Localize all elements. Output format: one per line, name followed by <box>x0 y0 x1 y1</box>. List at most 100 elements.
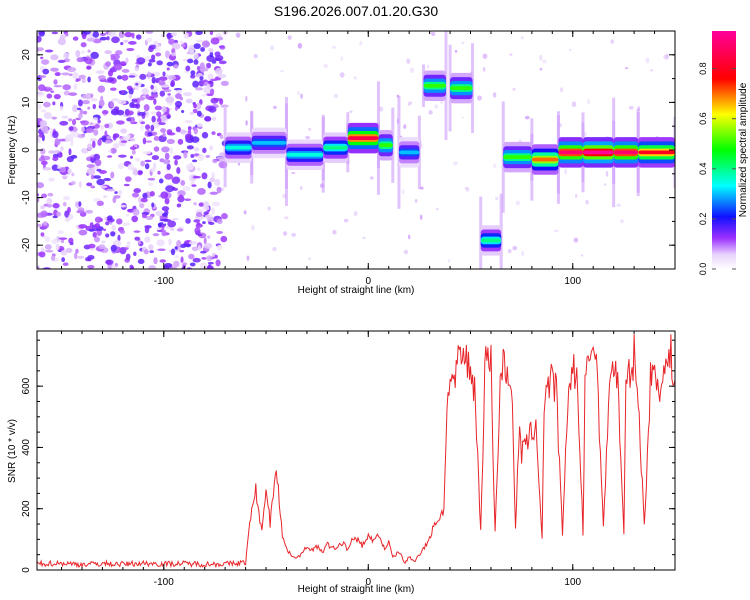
spectrogram-noise-cell <box>220 235 228 243</box>
spectrogram-noise-cell <box>221 213 228 220</box>
spectrogram-noise-cell <box>126 241 131 245</box>
spectrogram-noise-cell <box>105 259 114 265</box>
spectrogram-noise-cell <box>99 36 108 41</box>
spectrogram-segment <box>613 137 639 168</box>
spectrogram-noise-cell <box>291 232 297 237</box>
spectrogram-noise-cell <box>273 105 277 109</box>
spectrogram-noise-cell <box>52 156 59 162</box>
spectrogram-noise-cell <box>170 79 175 87</box>
spectrogram-noise-cell <box>62 196 71 201</box>
spectrogram-noise-cell <box>148 46 154 53</box>
spectrogram-noise-cell <box>154 105 163 111</box>
spectrogram-ytick-label: 0 <box>21 147 32 153</box>
spectrogram-noise-cell <box>180 179 186 186</box>
spectrogram-segment <box>480 225 502 256</box>
spectrogram-noise-cell <box>220 80 229 87</box>
spectrogram-noise-cell <box>208 106 217 113</box>
spectrogram-noise-cell <box>143 236 151 244</box>
spectrogram-segment-layer <box>423 83 446 88</box>
spectrogram-noise-cell <box>75 79 79 82</box>
spectrogram-noise-cell <box>149 250 154 254</box>
spectrogram-noise-cell <box>201 172 208 180</box>
spectrogram-noise-cell <box>54 236 62 243</box>
spectrogram-noise-cell <box>171 32 178 37</box>
spectrogram-noise-cell <box>162 159 171 165</box>
spectrogram-noise-cell <box>419 214 423 220</box>
spectrogram-noise-cell <box>201 131 209 139</box>
spectrogram-noise-cell <box>161 146 170 153</box>
spectrogram-noise-cell <box>203 243 213 249</box>
spectrogram-noise-cell <box>40 109 47 113</box>
spectrogram-noise-cell <box>164 50 170 58</box>
spectrogram-noise-cell <box>133 188 141 194</box>
spectrogram-noise-cell <box>650 69 654 72</box>
spectrogram-noise-cell <box>171 176 181 184</box>
spectrogram-noise-cell <box>111 98 120 102</box>
spectrogram-noise-cell <box>199 65 206 73</box>
spectrogram-noise-cell <box>182 186 191 191</box>
spectrogram-noise-cell <box>58 138 66 142</box>
spectrogram-noise-cell <box>179 243 187 249</box>
spectrogram-noise-cell <box>492 92 497 98</box>
spectrogram-noise-cell <box>512 87 516 91</box>
spectrogram-noise-cell <box>148 265 156 269</box>
spectrogram-noise-cell <box>201 256 207 260</box>
spectrogram-noise-cell <box>46 197 53 205</box>
spectrogram-noise-cell <box>192 175 201 179</box>
spectrogram-noise-cell <box>214 178 221 187</box>
snr-series-line <box>37 334 675 569</box>
spectrogram-noise-cell <box>165 96 175 103</box>
spectrogram-noise-cell <box>187 58 194 64</box>
spectrogram-noise-cell <box>150 167 156 173</box>
spectrogram-noise-cell <box>50 54 59 61</box>
spectrogram-noise-cell <box>75 50 81 58</box>
spectrogram-noise-cell <box>571 101 577 108</box>
spectrogram-noise-cell <box>140 124 144 131</box>
spectrogram-noise-cell <box>173 39 178 44</box>
spectrogram-ylabel: Frequency (Hz) <box>7 116 18 185</box>
spectrogram-noise-cell <box>202 221 206 225</box>
spectrogram-noise-cell <box>81 100 90 105</box>
spectrogram-segment-layer <box>323 145 348 150</box>
spectrogram-noise-cell <box>115 120 125 125</box>
spectrogram-noise-cell <box>235 32 241 38</box>
spectrogram-noise-cell <box>51 116 58 120</box>
spectrogram-noise-cell <box>197 154 205 161</box>
spectrogram-noise-cell <box>162 71 166 77</box>
spectrogram-xtick-label: 100 <box>564 276 581 287</box>
spectrogram-noise-cell <box>105 233 110 238</box>
spectrogram-noise-cell <box>61 257 66 263</box>
spectrogram-noise-cell <box>40 210 48 218</box>
spectrogram-noise-cell <box>121 68 130 73</box>
spectrogram-noise-cell <box>178 129 187 134</box>
spectrogram-noise-cell <box>167 220 177 228</box>
spectrogram-noise-cell <box>171 48 176 53</box>
spectrogram-noise-cell <box>353 210 358 216</box>
colorbar-tick-label: 0.6 <box>698 112 708 125</box>
spectrogram-noise-cell <box>96 168 102 172</box>
spectrogram-noise-cell <box>118 31 125 39</box>
snr-ytick-label: 600 <box>21 377 32 394</box>
spectrogram-noise-cell <box>206 62 212 69</box>
spectrogram-noise-cell <box>151 76 156 84</box>
spectrogram-noise-cell <box>43 112 52 120</box>
spectrogram-noise-cell <box>145 215 154 221</box>
spectrogram-noise-cell <box>179 40 184 44</box>
spectrogram-noise-cell <box>76 255 85 259</box>
spectrogram-noise-cell <box>151 202 155 208</box>
spectrogram-noise-cell <box>135 34 142 40</box>
spectrogram-segment-layer <box>582 150 614 155</box>
spectrogram-noise-cell <box>212 159 218 164</box>
spectrogram-noise-cell <box>369 176 374 180</box>
spectrogram-noise-cell <box>195 209 204 214</box>
spectrogram-noise-cell <box>209 191 219 195</box>
spectrogram-noise-cell <box>146 37 153 43</box>
spectrogram-noise-cell <box>187 126 192 131</box>
spectrogram-noise-cell <box>167 93 171 96</box>
spectrogram-noise-cell <box>202 82 209 86</box>
spectrogram-noise-cell <box>153 98 157 105</box>
spectrogram-noise-cell <box>125 57 129 64</box>
spectrogram-noise-cell <box>182 262 188 266</box>
